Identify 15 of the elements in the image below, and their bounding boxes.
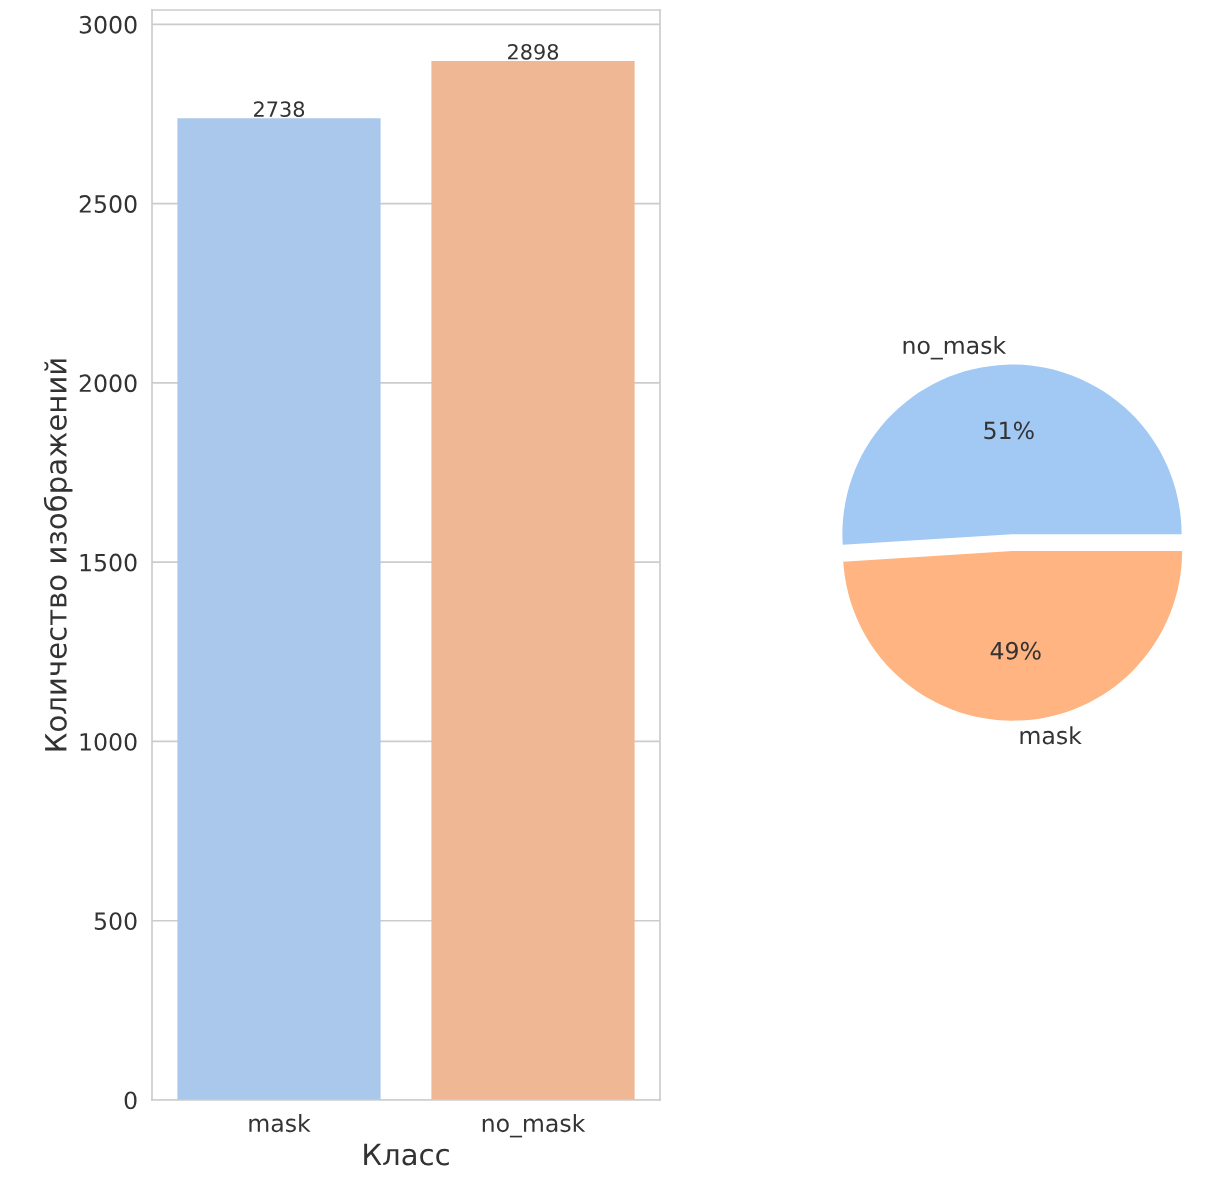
y-tick-label: 2500 [79,195,137,213]
y-tick-label: 1000 [80,732,137,751]
data-label: 51% [984,421,1034,440]
slice-label: no_mask [903,335,1007,360]
x-axis-title: Класс [364,1143,449,1166]
y-tick-label: 500 [94,912,137,931]
data-label: 2738 [254,101,305,118]
y-tick-label: 2000 [79,374,137,393]
y-tick-label: 3000 [79,15,137,34]
y-axis-title: Количество изображений [43,359,73,751]
y-tick-label: 0 [124,1091,137,1110]
y-tick-label: 1500 [80,553,137,572]
data-label: 49% [990,641,1041,660]
slice-label: mask [1020,726,1082,745]
data-label: 2898 [508,43,559,60]
